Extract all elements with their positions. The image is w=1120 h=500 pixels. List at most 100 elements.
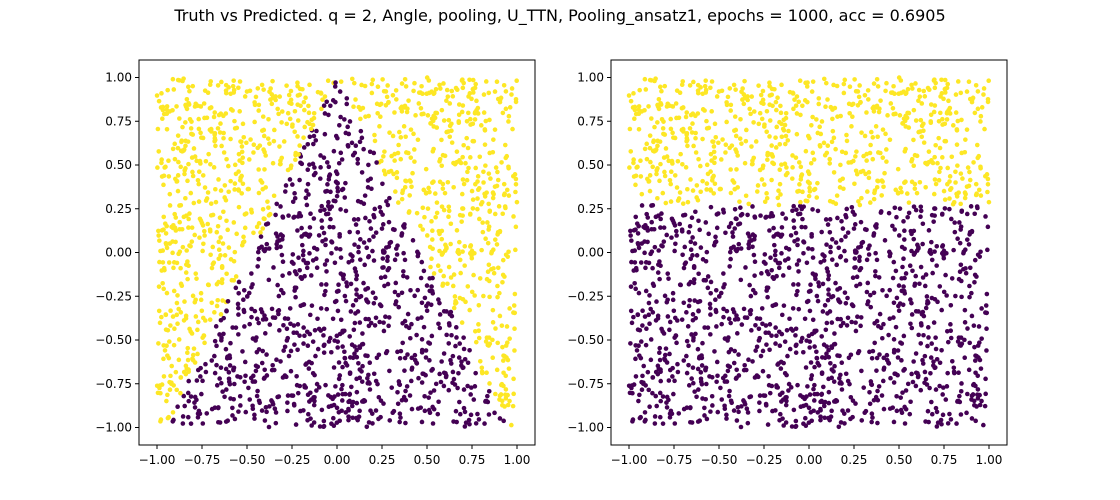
scatter-point-class-0	[689, 376, 694, 381]
scatter-point-class-0	[698, 376, 704, 382]
scatter-point-class-1	[468, 250, 474, 256]
scatter-point-class-0	[684, 338, 690, 344]
scatter-point-class-1	[825, 143, 831, 148]
scatter-point-class-1	[898, 90, 904, 96]
scatter-point-class-0	[674, 340, 679, 346]
scatter-point-class-0	[356, 249, 361, 255]
scatter-point-class-1	[756, 121, 762, 127]
scatter-point-class-0	[874, 225, 879, 230]
scatter-point-class-0	[640, 373, 645, 379]
scatter-point-class-1	[477, 154, 483, 160]
scatter-point-class-1	[310, 122, 316, 128]
scatter-point-class-1	[220, 241, 226, 246]
scatter-point-class-1	[962, 195, 968, 201]
scatter-point-class-0	[907, 411, 913, 417]
scatter-point-class-0	[236, 305, 241, 311]
scatter-point-class-1	[724, 100, 729, 105]
scatter-point-class-0	[900, 264, 905, 270]
scatter-point-class-1	[247, 157, 252, 162]
scatter-point-class-1	[767, 80, 772, 85]
scatter-point-class-1	[500, 110, 506, 116]
scatter-point-class-1	[759, 177, 765, 182]
scatter-point-class-0	[237, 375, 243, 380]
scatter-point-class-1	[452, 294, 458, 299]
scatter-point-class-1	[495, 340, 501, 346]
scatter-point-class-1	[476, 335, 482, 341]
scatter-point-class-0	[373, 230, 379, 235]
scatter-point-class-1	[219, 79, 224, 85]
scatter-point-class-0	[971, 381, 977, 387]
scatter-point-class-1	[212, 137, 218, 143]
scatter-point-class-0	[393, 280, 399, 286]
scatter-point-class-0	[305, 141, 311, 147]
scatter-point-class-0	[698, 370, 704, 375]
scatter-point-class-1	[662, 132, 668, 137]
scatter-point-class-0	[753, 323, 758, 328]
scatter-point-class-0	[629, 259, 634, 265]
scatter-point-class-0	[672, 378, 677, 384]
scatter-point-class-1	[459, 191, 465, 197]
scatter-point-class-1	[909, 179, 915, 185]
scatter-point-class-1	[170, 410, 176, 415]
y-tick-label: −0.50	[567, 333, 604, 347]
scatter-point-class-0	[305, 167, 311, 173]
scatter-point-class-0	[843, 212, 848, 218]
scatter-point-class-1	[493, 165, 499, 170]
scatter-point-class-0	[308, 211, 313, 216]
scatter-point-class-1	[387, 130, 392, 135]
scatter-point-class-0	[454, 335, 459, 340]
scatter-point-class-0	[301, 325, 306, 330]
scatter-point-class-0	[255, 264, 260, 269]
scatter-point-class-0	[948, 417, 954, 422]
scatter-point-class-0	[631, 228, 637, 233]
scatter-point-class-1	[462, 263, 467, 268]
scatter-point-class-0	[437, 371, 442, 377]
scatter-point-class-0	[260, 317, 266, 322]
scatter-point-class-1	[216, 279, 221, 285]
scatter-point-class-0	[917, 281, 922, 287]
scatter-point-class-0	[826, 292, 831, 297]
scatter-point-class-1	[476, 302, 482, 308]
scatter-point-class-1	[872, 190, 877, 196]
scatter-point-class-1	[939, 91, 945, 96]
scatter-point-class-0	[365, 381, 371, 386]
scatter-point-class-0	[726, 349, 732, 355]
scatter-point-class-0	[820, 309, 826, 314]
scatter-point-class-1	[862, 133, 868, 139]
scatter-point-class-0	[816, 363, 822, 368]
scatter-point-class-0	[354, 354, 360, 360]
scatter-point-class-0	[735, 405, 741, 410]
scatter-point-class-0	[847, 381, 852, 387]
scatter-point-class-1	[769, 86, 775, 92]
scatter-point-class-0	[336, 282, 341, 287]
scatter-point-class-1	[446, 208, 452, 214]
scatter-point-class-1	[510, 403, 516, 409]
scatter-point-class-1	[160, 260, 166, 265]
scatter-point-class-0	[929, 295, 935, 301]
scatter-point-class-0	[354, 276, 359, 282]
scatter-point-class-1	[256, 190, 262, 196]
scatter-point-class-0	[433, 381, 439, 387]
scatter-point-class-0	[446, 387, 452, 393]
scatter-point-class-0	[338, 317, 344, 323]
scatter-point-class-1	[213, 199, 219, 205]
scatter-point-class-1	[430, 149, 436, 154]
scatter-point-class-0	[276, 308, 282, 313]
scatter-point-class-1	[690, 188, 696, 193]
scatter-point-class-0	[203, 361, 208, 367]
scatter-point-class-1	[662, 83, 668, 89]
scatter-point-class-1	[270, 95, 276, 101]
scatter-point-class-0	[399, 231, 405, 236]
scatter-point-class-1	[470, 197, 476, 202]
scatter-point-class-1	[179, 226, 185, 232]
scatter-point-class-1	[469, 255, 475, 261]
scatter-point-class-1	[259, 82, 265, 88]
scatter-point-class-0	[925, 408, 931, 414]
scatter-point-class-0	[304, 265, 310, 271]
scatter-point-class-1	[439, 236, 445, 242]
scatter-point-class-0	[278, 359, 283, 364]
scatter-point-class-0	[280, 273, 285, 278]
scatter-point-class-1	[895, 190, 901, 196]
scatter-point-class-1	[504, 153, 510, 159]
